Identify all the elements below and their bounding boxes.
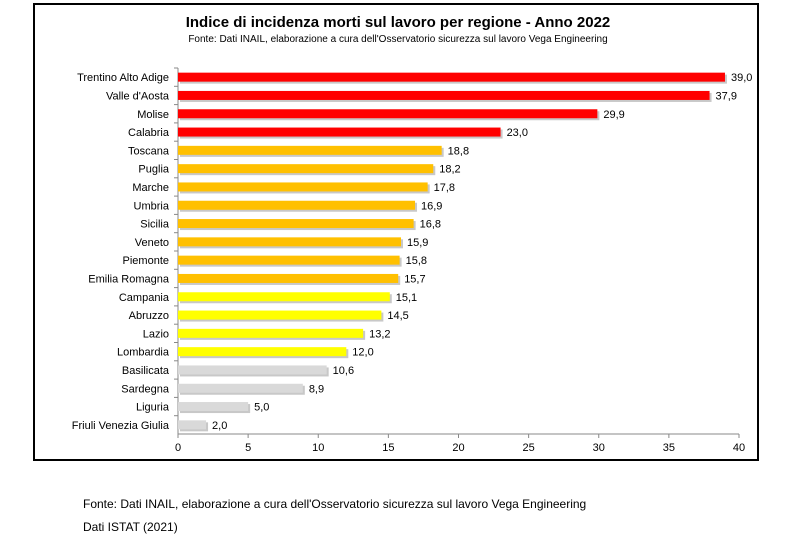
bar	[178, 310, 382, 320]
category-label: Valle d'Aosta	[106, 90, 170, 102]
x-tick-label: 20	[452, 442, 464, 454]
chart-subtitle: Fonte: Dati INAIL, elaborazione a cura d…	[188, 34, 608, 45]
chart-title: Indice di incidenza morti sul lavoro per…	[185, 14, 611, 31]
category-label: Basilicata	[122, 365, 170, 377]
value-label: 2,0	[212, 420, 227, 432]
category-label: Lazio	[143, 328, 169, 340]
chart-frame: Indice di incidenza morti sul lavoro per…	[33, 3, 759, 461]
category-label: Trentino Alto Adige	[77, 72, 169, 84]
value-label: 10,6	[333, 365, 354, 377]
bar	[178, 182, 428, 192]
value-label: 17,8	[434, 182, 455, 194]
value-label: 23,0	[507, 127, 528, 139]
value-label: 5,0	[254, 402, 269, 414]
bar	[178, 365, 327, 375]
category-label: Puglia	[138, 164, 169, 176]
bar	[178, 328, 364, 338]
value-label: 15,9	[407, 237, 428, 249]
category-label: Veneto	[135, 237, 169, 249]
x-tick-label: 35	[663, 442, 675, 454]
value-label: 29,9	[603, 109, 624, 121]
bar	[178, 383, 303, 393]
bar	[178, 255, 400, 265]
value-label: 18,8	[448, 145, 469, 157]
bar	[178, 164, 434, 174]
bar	[178, 127, 501, 137]
x-tick-label: 0	[175, 442, 181, 454]
footer-source: Fonte: Dati INAIL, elaborazione a cura d…	[83, 497, 587, 511]
category-label: Liguria	[136, 402, 170, 414]
bar	[178, 145, 442, 155]
category-label: Friuli Venezia Giulia	[72, 420, 170, 432]
value-label: 16,9	[421, 200, 442, 212]
bar-chart: 0 5 10 15 20 25 30 35 40 Trentino Alto Adige 39,0 V…	[72, 67, 752, 454]
category-label: Molise	[137, 109, 169, 121]
x-tick-label: 30	[593, 442, 605, 454]
value-label: 39,0	[731, 72, 752, 84]
bar	[178, 402, 249, 412]
value-label: 14,5	[387, 310, 408, 322]
category-label: Piemonte	[123, 255, 169, 267]
bar	[178, 347, 347, 357]
x-tick-label: 15	[382, 442, 394, 454]
bar	[178, 219, 414, 229]
value-label: 13,2	[369, 328, 390, 340]
footer-istat: Dati ISTAT (2021)	[83, 520, 178, 534]
x-tick-label: 25	[523, 442, 535, 454]
bar	[178, 292, 390, 302]
bar	[178, 273, 399, 283]
category-label: Toscana	[128, 145, 170, 157]
category-label: Abruzzo	[129, 310, 169, 322]
category-label: Marche	[132, 182, 169, 194]
value-label: 16,8	[420, 219, 441, 231]
bar	[178, 109, 598, 119]
category-label: Sardegna	[121, 383, 170, 395]
category-label: Emilia Romagna	[88, 273, 170, 285]
value-label: 15,8	[406, 255, 427, 267]
category-label: Calabria	[128, 127, 170, 139]
value-label: 15,1	[396, 292, 417, 304]
category-label: Umbria	[134, 200, 170, 212]
x-tick-label: 40	[733, 442, 745, 454]
bar	[178, 420, 207, 430]
bar	[178, 72, 725, 82]
x-tick-label: 10	[312, 442, 324, 454]
x-tick-label: 5	[245, 442, 251, 454]
bar	[178, 200, 416, 210]
value-label: 12,0	[352, 347, 373, 359]
value-label: 15,7	[404, 273, 425, 285]
value-label: 8,9	[309, 383, 324, 395]
bar	[178, 237, 401, 247]
value-label: 37,9	[716, 90, 737, 102]
value-label: 18,2	[439, 164, 460, 176]
bar	[178, 90, 710, 100]
category-label: Lombardia	[117, 347, 170, 359]
category-label: Sicilia	[140, 219, 170, 231]
category-label: Campania	[119, 292, 170, 304]
